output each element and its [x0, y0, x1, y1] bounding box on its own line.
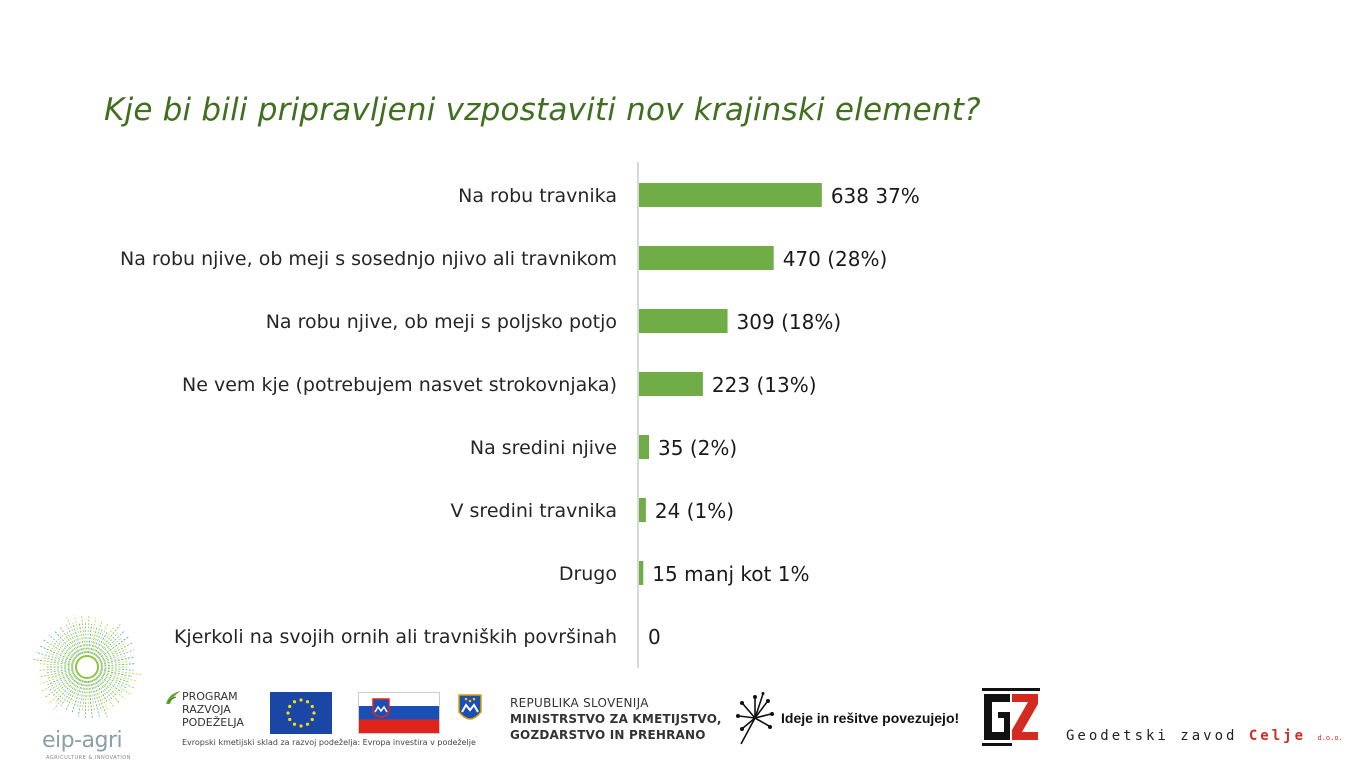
geodetski-city: Celje	[1248, 728, 1307, 744]
data-label: 35 (2%)	[658, 436, 737, 460]
category-label: Na sredini njive	[470, 437, 617, 459]
bar	[639, 246, 774, 270]
bar	[639, 183, 822, 207]
data-label: 638 37%	[831, 184, 920, 208]
data-label: 0	[648, 625, 661, 649]
slovenia-flag-icon	[358, 692, 440, 734]
category-label: Ne vem kje (potrebujem nasvet strokovnja…	[182, 374, 617, 396]
eip-agri-burst-icon	[33, 615, 141, 719]
ministry-line-3: GOZDARSTVO IN PREHRANO	[510, 728, 706, 742]
bar	[639, 309, 728, 333]
eip-agri-logo: eip-agri AGRICULTURE & INNOVATION	[30, 610, 145, 765]
category-label: V sredini travnika	[450, 500, 617, 522]
program-razvoja-logo: PROGRAM RAZVOJA PODEŽELJA Evropski kmeti…	[162, 690, 476, 750]
category-label: Kjerkoli na svojih ornih ali travniških …	[174, 626, 617, 648]
ideje-logo: Ideje in rešitve povezujejo!	[735, 692, 970, 748]
bar	[639, 435, 650, 459]
page-title: Kje bi bili pripravljeni vzpostaviti nov…	[104, 92, 981, 128]
gz-logo-icon	[982, 688, 1040, 746]
eu-flag-icon	[270, 692, 332, 734]
slovenia-crest-icon	[458, 694, 482, 720]
data-label: 223 (13%)	[712, 373, 817, 397]
bar-chart: Na robu travnika 638 37% Na robu njive, ob…	[120, 162, 920, 668]
bar	[639, 372, 703, 396]
ministry-line-2: MINISTRSTVO ZA KMETIJSTVO,	[510, 712, 722, 726]
category-label: Na robu njive, ob meji s poljsko potjo	[266, 311, 617, 333]
ministry-logo: REPUBLIKA SLOVENIJA MINISTRSTVO ZA KMETI…	[510, 696, 722, 742]
data-label: 470 (28%)	[783, 247, 888, 271]
category-label: Drugo	[559, 563, 617, 585]
program-name: PROGRAM RAZVOJA PODEŽELJA	[182, 690, 244, 729]
ministry-line-1: REPUBLIKA SLOVENIJA	[510, 696, 649, 710]
eip-agri-name: eip-agri	[42, 728, 123, 753]
program-footnote: Evropski kmetijski sklad za razvoj podež…	[182, 738, 476, 747]
ideje-slogan: Ideje in rešitve povezujejo!	[781, 710, 960, 726]
data-label: 15 manj kot 1%	[652, 562, 809, 586]
category-label: Na robu njive, ob meji s sosednjo njivo …	[120, 248, 617, 270]
dandelion-icon	[736, 692, 774, 745]
data-label: 309 (18%)	[737, 310, 842, 334]
geodetski-suffix: d.o.o.	[1317, 734, 1343, 742]
geodetski-text: Geodetski zavod	[1066, 728, 1238, 744]
leaf-icon	[166, 691, 181, 704]
bar	[639, 498, 646, 522]
category-label: Na robu travnika	[458, 185, 617, 207]
footer-logos: eip-agri AGRICULTURE & INNOVATION PROGRA…	[0, 610, 1360, 765]
data-label: 24 (1%)	[655, 499, 734, 523]
geodetski-zavod-logo: Geodetski zavod Celje d.o.o.	[1066, 728, 1343, 744]
bar	[639, 561, 644, 585]
eip-agri-tagline: AGRICULTURE & INNOVATION	[46, 755, 131, 761]
